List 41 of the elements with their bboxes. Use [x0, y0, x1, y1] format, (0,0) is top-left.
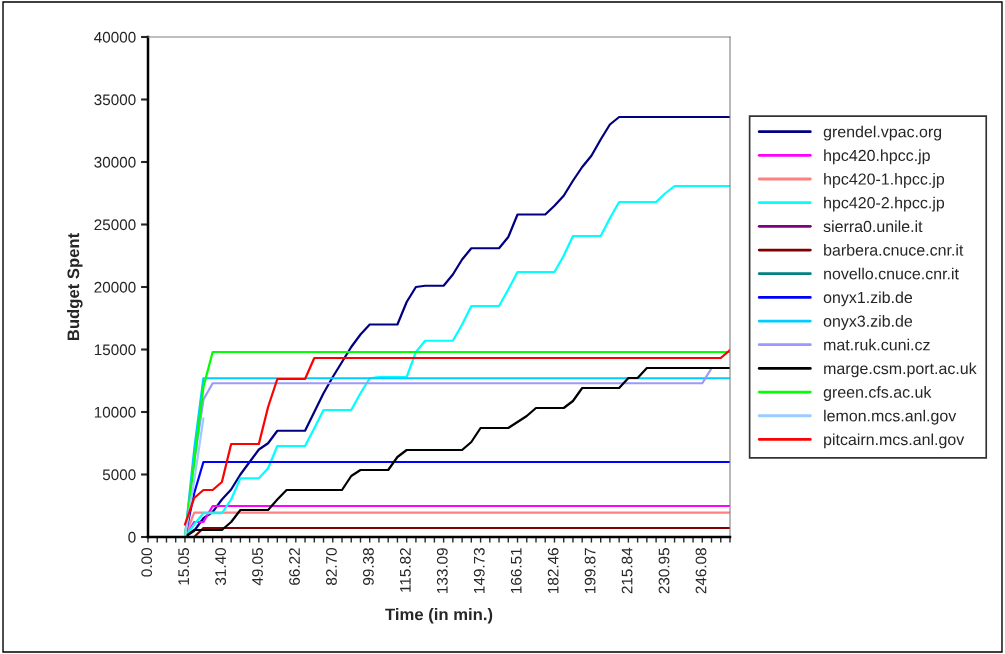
x-tick-label: 215.84: [621, 547, 633, 594]
legend-label: onyx3.zib.de: [823, 315, 913, 330]
x-tick-label: 49.05: [252, 548, 263, 586]
x-tick-label: 66.22: [289, 548, 300, 585]
legend-label: marge.csm.port.ac.uk: [824, 362, 977, 378]
y-tick-label: 35000: [94, 94, 136, 106]
x-tick-label: 133.09: [436, 548, 448, 593]
legend-label: green.cfs.ac.uk: [823, 386, 932, 401]
x-tick-label: 149.73: [473, 548, 485, 593]
x-tick-label: 31.40: [215, 548, 227, 586]
legend-label: barbera.cnuce.cnr.it: [824, 244, 964, 256]
y-tick-label: 30000: [94, 156, 136, 168]
legend-label: pitcairn.mcs.anl.gov: [824, 433, 965, 449]
x-tick-label: 182.46: [547, 548, 559, 593]
x-tick-label: 0.00: [141, 548, 153, 577]
x-tick-label: 99.38: [363, 548, 374, 585]
legend-label: novello.cnuce.cnr.it: [824, 267, 959, 280]
x-tick-label: 199.87: [584, 548, 596, 593]
x-tick-label: 15.05: [178, 548, 190, 585]
legend-label: onyx1.zib.de: [823, 291, 913, 307]
x-axis-title: Time (in min.): [385, 608, 493, 624]
legend-label: mat.ruk.cuni.cz: [824, 338, 930, 351]
y-tick-label: 10000: [94, 406, 136, 418]
y-tick-label: 5000: [102, 469, 136, 481]
y-tick-label: 0: [128, 531, 136, 543]
x-tick-label: 230.95: [658, 548, 670, 594]
x-tick-label: 246.08: [695, 548, 707, 594]
y-tick-label: 20000: [94, 281, 136, 293]
legend-label: sierra0.unile.it: [823, 220, 923, 233]
legend-label: lemon.mcs.anl.gov: [824, 409, 957, 425]
legend-label: grendel.vpac.org: [823, 125, 942, 141]
legend-label: hpc420-2.hpcc.jp: [824, 196, 945, 212]
x-tick-label: 82.70: [326, 548, 337, 585]
y-axis-title: Budget Spent: [66, 233, 83, 341]
y-tick-label: 40000: [94, 31, 136, 43]
legend-label: hpc420.hpcc.jp: [824, 149, 930, 165]
legend-label: hpc420-1.hpcc.jp: [824, 173, 945, 188]
x-tick-label: 115.82: [399, 548, 411, 592]
y-tick-label: 15000: [94, 344, 136, 356]
y-tick-label: 25000: [94, 219, 136, 231]
x-tick-label: 166.51: [510, 548, 522, 593]
